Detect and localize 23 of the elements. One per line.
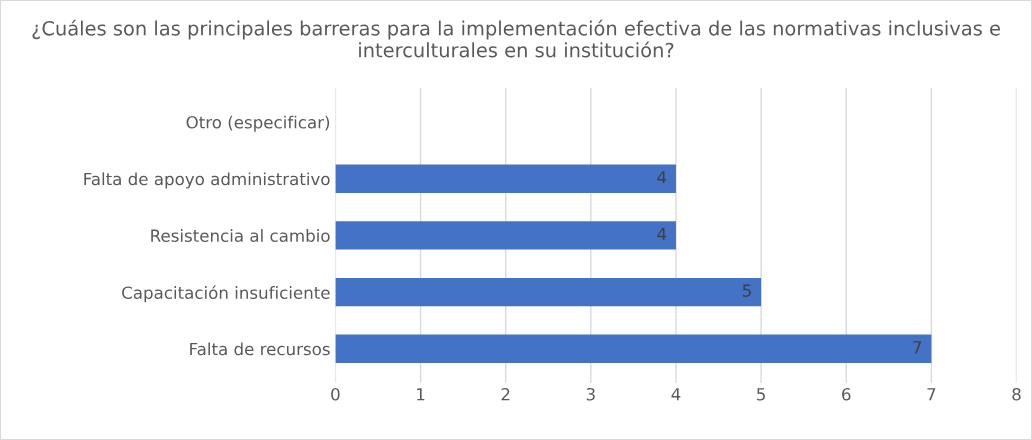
x-tick-label: 3 (586, 387, 595, 401)
data-label: 4 (657, 227, 667, 240)
y-tick-label: Otro (especificar) (186, 115, 330, 132)
bar (335, 334, 932, 363)
x-tick-label: 8 (1012, 387, 1021, 401)
data-label: 4 (657, 171, 667, 184)
x-tick-label: 0 (331, 387, 340, 401)
y-tick-label: Capacitación insuficiente (122, 285, 330, 303)
data-label: 7 (913, 341, 922, 354)
data-label: 5 (742, 284, 751, 297)
bar (335, 277, 762, 307)
x-tick-label: 5 (757, 388, 765, 401)
y-tick-label: Falta de recursos (190, 342, 330, 356)
x-tick-label: 7 (927, 388, 936, 401)
chart-title: ¿Cuáles son las principales barreras para la implementación efectiva de las normativas inclusivas e interculturales en su institución? (32, 19, 1000, 58)
x-tick-label: 2 (501, 387, 510, 401)
x-tick-label: 4 (671, 388, 681, 401)
bar (335, 221, 676, 250)
bar (335, 164, 676, 193)
y-tick-label: Resistencia al cambio (151, 229, 330, 242)
y-tick-label: Falta de apoyo administrativo (84, 172, 330, 189)
x-tick-label: 1 (417, 388, 425, 401)
x-tick-label: 6 (842, 387, 851, 401)
